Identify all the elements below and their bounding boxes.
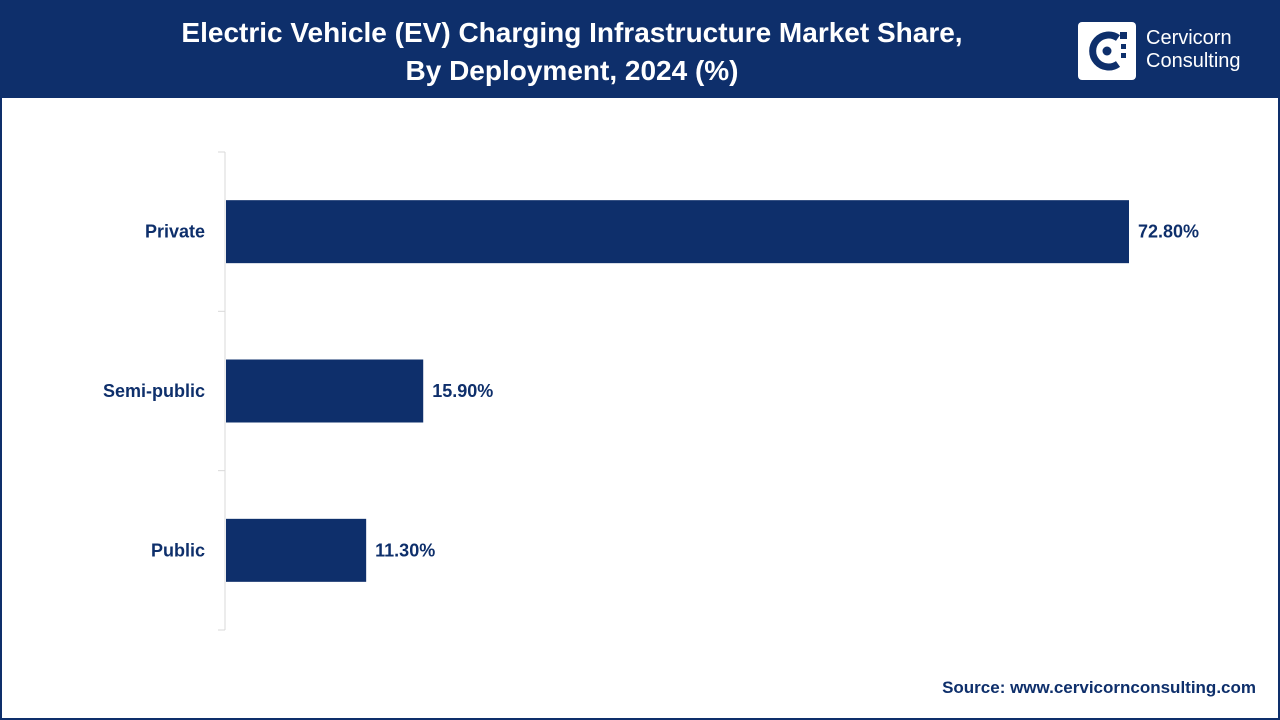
bar-public (226, 518, 367, 582)
chart-title-line-1: Electric Vehicle (EV) Charging Infrastru… (181, 17, 963, 48)
data-label: 15.90% (432, 381, 493, 401)
brand-logo: Cervicorn Consulting (1078, 22, 1268, 80)
data-label: 72.80% (1138, 222, 1199, 242)
brand-name-line-1: Cervicorn (1146, 27, 1232, 49)
source-note: Source: www.cervicornconsulting.com (942, 678, 1256, 697)
bar-semi-public (226, 359, 424, 423)
category-label: Public (151, 540, 205, 560)
bar-chart: Private 72.80% Semi-public 15.90% Public 11.3… (103, 151, 1199, 631)
chart-title: Electric Vehicle (EV) Charging Infrastru… (42, 14, 1102, 90)
brand-name: Cervicorn Consulting (1146, 27, 1241, 73)
bar-private (226, 200, 1129, 264)
chart-title-line-2: By Deployment, 2024 (%) (405, 55, 739, 86)
cervicorn-logo-icon (1078, 22, 1136, 80)
header-banner: Electric Vehicle (EV) Charging Infrastru… (2, 2, 1278, 98)
category-label: Semi-public (103, 381, 205, 401)
brand-name-line-2: Consulting (1146, 50, 1241, 72)
data-label: 11.30% (375, 540, 435, 560)
category-label: Private (145, 222, 205, 242)
